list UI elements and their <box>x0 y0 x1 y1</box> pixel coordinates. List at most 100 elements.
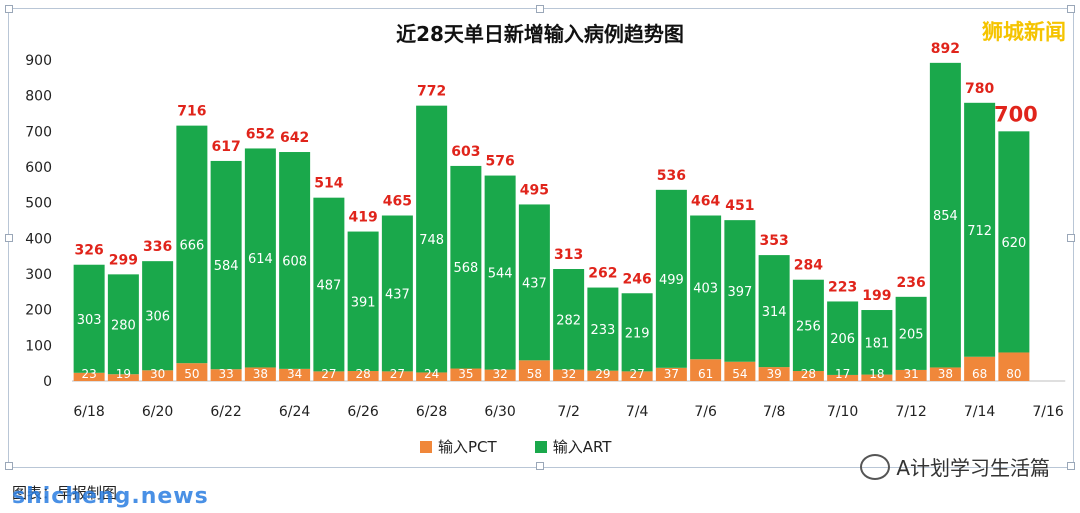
x-tick-label: 6/18 <box>73 404 104 420</box>
resize-handle-bottom-right[interactable] <box>1067 462 1075 470</box>
data-label-art: 181 <box>864 336 889 351</box>
bar-art <box>347 231 379 372</box>
bar-art <box>724 220 756 362</box>
resize-handle-top-left[interactable] <box>5 5 13 13</box>
bar-pct <box>929 367 961 381</box>
data-label-pct: 61 <box>698 367 713 381</box>
data-label-art: 233 <box>590 323 615 338</box>
legend-item-pct: 输入PCT <box>420 436 497 457</box>
data-label-total: 236 <box>897 275 926 291</box>
resize-handle-top-center[interactable] <box>536 5 544 13</box>
resize-handle-left[interactable] <box>5 234 13 242</box>
data-label-total: 576 <box>486 154 515 170</box>
bar-art <box>998 131 1030 353</box>
resize-handle-top-right[interactable] <box>1067 5 1075 13</box>
data-label-pct: 37 <box>664 367 679 381</box>
bar-art <box>313 197 345 372</box>
data-label-total: 246 <box>623 271 652 287</box>
data-label-pct: 38 <box>253 367 268 381</box>
bar-pct <box>553 369 585 381</box>
bar-pct <box>484 369 516 381</box>
data-label-total: 326 <box>75 243 104 259</box>
x-tick-label: 7/14 <box>964 404 996 420</box>
data-label-art: 666 <box>179 238 204 253</box>
legend-label-art: 输入ART <box>552 438 612 456</box>
data-label-art: 397 <box>727 285 752 300</box>
data-label-art: 608 <box>282 254 307 269</box>
data-label-total: 451 <box>725 198 754 214</box>
bar-pct <box>142 370 174 381</box>
data-label-pct: 50 <box>184 367 199 381</box>
source-note: 图表：早报制图 <box>12 484 118 502</box>
data-label-art: 568 <box>453 261 478 276</box>
bar-art <box>450 165 482 369</box>
bar-pct <box>381 371 413 381</box>
data-label-art: 437 <box>385 287 410 302</box>
wechat-account: A计划学习生活篇 <box>860 452 1050 481</box>
x-tick-label: 7/10 <box>827 404 858 420</box>
legend-swatch-art <box>534 440 547 453</box>
bar-art <box>895 296 927 370</box>
bar-pct <box>724 361 756 381</box>
data-label-pct: 23 <box>81 367 96 381</box>
data-label-pct: 68 <box>972 367 987 381</box>
resize-handle-bottom-left[interactable] <box>5 462 13 470</box>
data-label-pct: 18 <box>869 367 884 381</box>
bar-art <box>210 160 242 370</box>
bar-art <box>655 189 687 368</box>
resize-handle-right[interactable] <box>1067 234 1075 242</box>
data-label-total: 780 <box>965 81 994 97</box>
data-label-art: 280 <box>111 318 136 333</box>
data-label-total: 336 <box>143 239 172 255</box>
wechat-account-label: A计划学习生活篇 <box>896 456 1050 480</box>
bar-pct <box>792 371 824 381</box>
data-label-pct: 32 <box>492 367 507 381</box>
data-label-art: 205 <box>899 327 924 342</box>
data-label-art: 614 <box>248 252 273 267</box>
bar-art <box>758 255 790 368</box>
x-tick-label: 6/28 <box>416 404 447 420</box>
y-tick-label: 400 <box>25 231 52 247</box>
bar-art <box>107 274 139 375</box>
bar-art <box>690 215 722 360</box>
data-label-art: 391 <box>351 295 376 310</box>
data-label-total: 652 <box>246 126 275 142</box>
bar-art <box>176 125 208 364</box>
data-label-pct: 17 <box>835 367 850 381</box>
bar-art <box>827 301 859 375</box>
bar-pct <box>655 367 687 381</box>
data-label-art: 499 <box>659 273 684 288</box>
bar-pct <box>758 367 790 381</box>
resize-handle-bottom-center[interactable] <box>536 462 544 470</box>
bar-art <box>553 269 585 370</box>
bar-pct <box>998 352 1030 381</box>
y-tick-label: 800 <box>25 89 52 105</box>
data-label-total: 419 <box>349 210 378 226</box>
bar-pct <box>279 368 311 381</box>
data-label-pct: 24 <box>424 367 439 381</box>
data-label-pct: 27 <box>629 367 644 381</box>
y-tick-label: 300 <box>25 267 52 283</box>
y-tick-label: 500 <box>25 196 52 212</box>
data-label-art: 219 <box>625 326 650 341</box>
data-label-pct: 27 <box>321 367 336 381</box>
bar-art <box>73 264 105 373</box>
data-label-art: 544 <box>488 267 513 282</box>
data-label-art: 584 <box>214 259 239 274</box>
x-tick-label: 7/12 <box>895 404 926 420</box>
data-label-pct: 19 <box>116 367 131 381</box>
data-label-pct: 33 <box>218 367 233 381</box>
data-label-art: 854 <box>933 209 958 224</box>
legend-swatch-pct <box>420 440 432 453</box>
data-label-art: 748 <box>419 233 444 248</box>
x-tick-label: 7/8 <box>763 404 786 420</box>
data-label-total: 603 <box>451 144 480 160</box>
data-label-total: 262 <box>588 266 617 282</box>
bar-pct <box>861 374 893 381</box>
data-label-total: 313 <box>554 247 583 263</box>
bar-art <box>964 102 996 357</box>
bar-pct <box>621 371 653 381</box>
data-label-total: 299 <box>109 252 138 268</box>
bar-art <box>518 204 550 361</box>
data-label-total: 284 <box>794 258 823 274</box>
